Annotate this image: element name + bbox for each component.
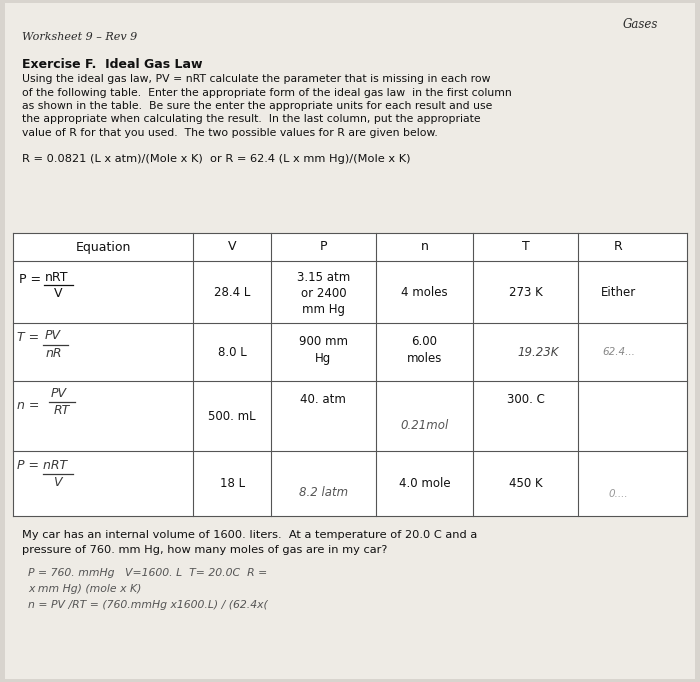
Text: 273 K: 273 K (509, 286, 542, 299)
Text: P =: P = (19, 273, 41, 286)
Text: or 2400: or 2400 (300, 287, 346, 300)
Text: P = nRT: P = nRT (17, 459, 66, 472)
Text: Hg: Hg (315, 352, 332, 365)
Text: Equation: Equation (76, 241, 131, 254)
Text: pressure of 760. mm Hg, how many moles of gas are in my car?: pressure of 760. mm Hg, how many moles o… (22, 545, 387, 555)
Text: mm Hg: mm Hg (302, 303, 345, 316)
Text: 450 K: 450 K (509, 477, 542, 490)
Text: moles: moles (407, 352, 442, 365)
Text: 0.21mol: 0.21mol (400, 419, 449, 432)
Text: n: n (421, 241, 428, 254)
Text: P = 760. mmHg   V=1600. L  T= 20.0C  R =: P = 760. mmHg V=1600. L T= 20.0C R = (28, 568, 267, 578)
Text: 62.4...: 62.4... (602, 347, 635, 357)
Text: nRT: nRT (45, 271, 68, 284)
Text: Exercise F.  Ideal Gas Law: Exercise F. Ideal Gas Law (22, 58, 202, 71)
Text: Worksheet 9 – Rev 9: Worksheet 9 – Rev 9 (22, 32, 137, 42)
Text: 40. atm: 40. atm (300, 393, 346, 406)
Text: 19.23K: 19.23K (518, 346, 559, 359)
Text: T =: T = (17, 331, 38, 344)
Text: PV: PV (45, 329, 61, 342)
Text: P: P (320, 241, 327, 254)
Text: value of R for that you used.  The two possible values for R are given below.: value of R for that you used. The two po… (22, 128, 437, 138)
Text: V: V (228, 241, 237, 254)
Text: PV: PV (50, 387, 66, 400)
Text: of the following table.  Enter the appropriate form of the ideal gas law  in the: of the following table. Enter the approp… (22, 87, 512, 98)
Text: 6.00: 6.00 (412, 335, 438, 348)
Text: the appropriate when calculating the result.  In the last column, put the approp: the appropriate when calculating the res… (22, 115, 481, 125)
Text: 8.2 latm: 8.2 latm (299, 486, 348, 499)
Text: R: R (614, 241, 623, 254)
Text: Gases: Gases (622, 18, 658, 31)
Text: 900 mm: 900 mm (299, 335, 348, 348)
Text: RT: RT (54, 404, 70, 417)
Text: 0....: 0.... (609, 489, 629, 499)
Text: n = PV /RT = (760.mmHg x1600.L) / (62.4x(: n = PV /RT = (760.mmHg x1600.L) / (62.4x… (28, 600, 267, 610)
Text: V: V (54, 287, 62, 300)
Text: n =: n = (17, 399, 39, 412)
Text: 300. C: 300. C (507, 393, 545, 406)
Text: as shown in the table.  Be sure the enter the appropriate units for each result : as shown in the table. Be sure the enter… (22, 101, 492, 111)
Text: nR: nR (46, 347, 62, 360)
Text: V: V (52, 476, 61, 489)
Text: 4.0 mole: 4.0 mole (399, 477, 450, 490)
Text: R = 0.0821 (L x atm)/(Mole x K)  or R = 62.4 (L x mm Hg)/(Mole x K): R = 0.0821 (L x atm)/(Mole x K) or R = 6… (22, 154, 410, 164)
Text: 4 moles: 4 moles (401, 286, 448, 299)
Text: 28.4 L: 28.4 L (214, 286, 251, 299)
Text: 3.15 atm: 3.15 atm (297, 271, 350, 284)
Text: 500. mL: 500. mL (209, 409, 256, 423)
Text: 18 L: 18 L (220, 477, 245, 490)
Text: T: T (522, 241, 530, 254)
Bar (13, 233, 687, 516)
Text: x mm Hg) (mole x K): x mm Hg) (mole x K) (28, 584, 141, 594)
Text: My car has an internal volume of 1600. liters.  At a temperature of 20.0 C and a: My car has an internal volume of 1600. l… (22, 530, 477, 540)
Text: 8.0 L: 8.0 L (218, 346, 246, 359)
Text: Either: Either (601, 286, 636, 299)
Text: Using the ideal gas law, PV = nRT calculate the parameter that is missing in eac: Using the ideal gas law, PV = nRT calcul… (22, 74, 491, 84)
